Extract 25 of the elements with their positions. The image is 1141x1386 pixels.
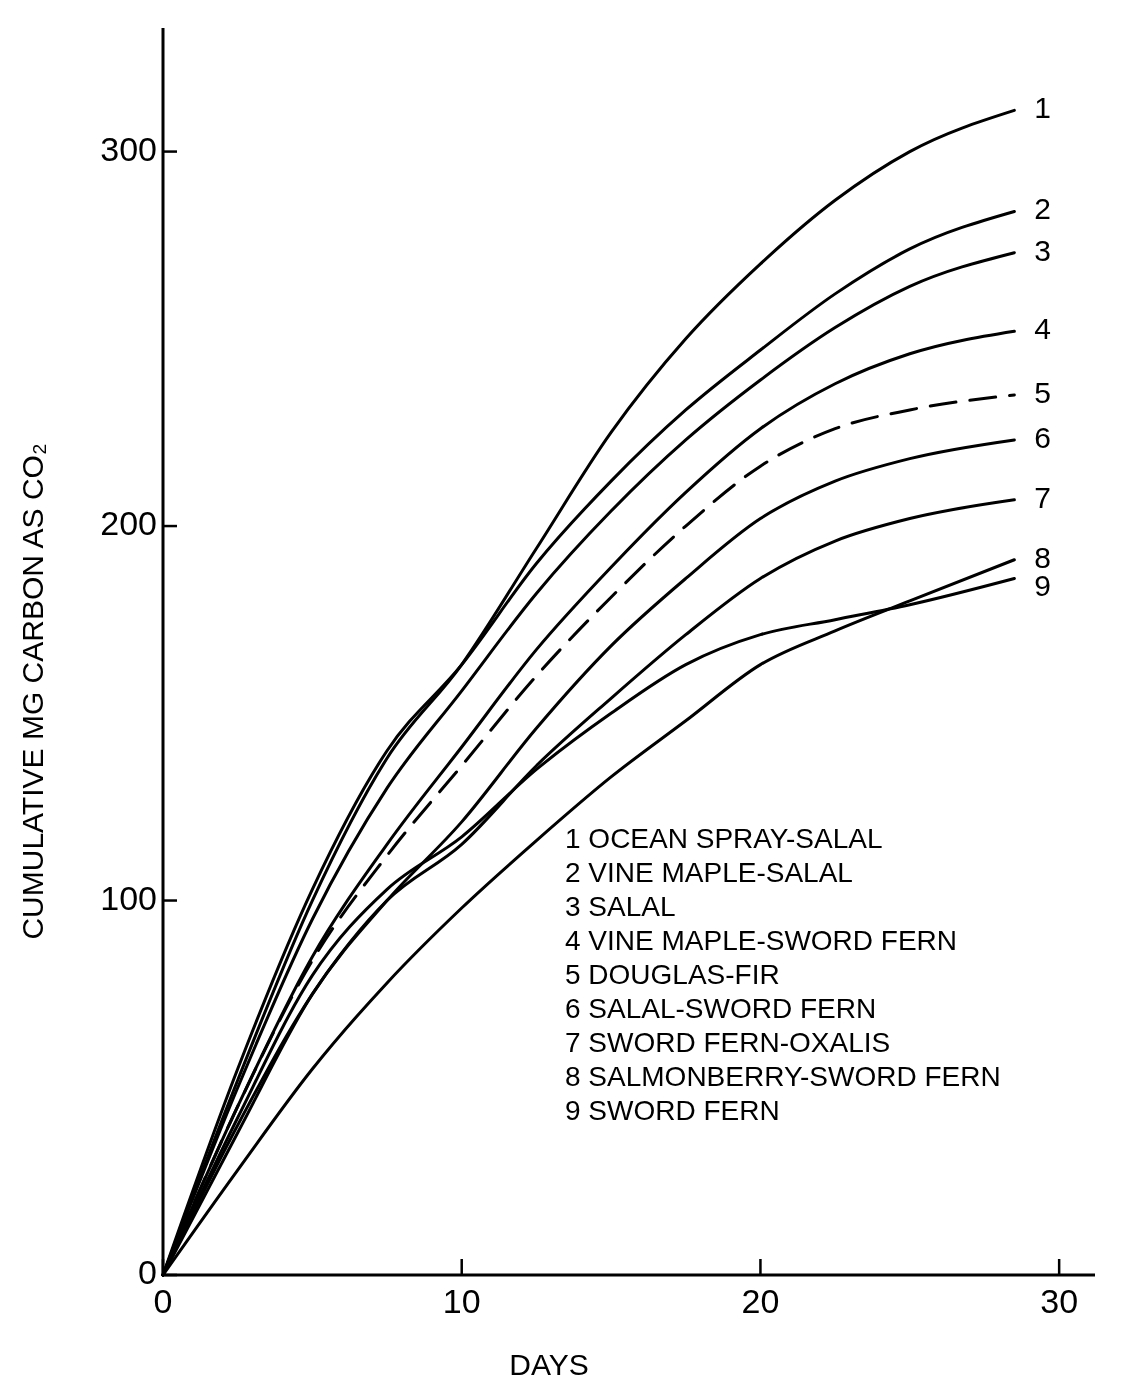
annotation: 8 SALMONBERRY-SWORD FERN bbox=[565, 1061, 1001, 1092]
series-label: 2 bbox=[1034, 192, 1052, 226]
series-label: 7 bbox=[1034, 480, 1052, 514]
series-label: 6 bbox=[1034, 420, 1052, 454]
series-label: 1 bbox=[1034, 91, 1052, 125]
x-tick-label: 20 bbox=[741, 1282, 780, 1320]
y-axis-title: CUMULATIVE MG CARBON AS CO₂ bbox=[16, 443, 49, 940]
series-label: 5 bbox=[1034, 375, 1052, 409]
y-tick-label: 100 bbox=[100, 878, 157, 917]
annotation: 2 VINE MAPLE-SALAL bbox=[565, 857, 853, 888]
annotation: 3 SALAL bbox=[565, 891, 676, 922]
annotation: 1 OCEAN SPRAY-SALAL bbox=[565, 823, 883, 854]
series-label: 3 bbox=[1034, 233, 1052, 267]
x-tick-label: 10 bbox=[442, 1282, 481, 1320]
y-tick-label: 300 bbox=[100, 129, 157, 168]
x-tick-label: 30 bbox=[1040, 1282, 1079, 1320]
x-axis-title: DAYS bbox=[509, 1348, 589, 1381]
y-tick-label: 200 bbox=[100, 504, 157, 543]
annotation: 7 SWORD FERN-OXALIS bbox=[565, 1027, 891, 1058]
y-tick-label: 0 bbox=[138, 1252, 157, 1291]
annotation: 5 DOUGLAS-FIR bbox=[565, 959, 780, 990]
annotation: 9 SWORD FERN bbox=[565, 1095, 780, 1126]
series-label: 4 bbox=[1034, 312, 1052, 346]
annotation: 4 VINE MAPLE-SWORD FERN bbox=[565, 925, 958, 956]
annotation: 6 SALAL-SWORD FERN bbox=[565, 993, 877, 1024]
